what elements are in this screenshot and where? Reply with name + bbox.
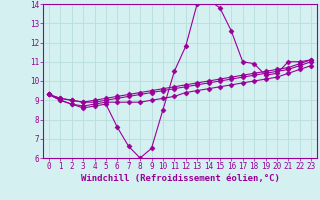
X-axis label: Windchill (Refroidissement éolien,°C): Windchill (Refroidissement éolien,°C) bbox=[81, 174, 279, 183]
